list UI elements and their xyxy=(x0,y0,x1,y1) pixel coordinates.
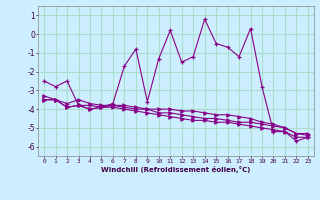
X-axis label: Windchill (Refroidissement éolien,°C): Windchill (Refroidissement éolien,°C) xyxy=(101,166,251,173)
